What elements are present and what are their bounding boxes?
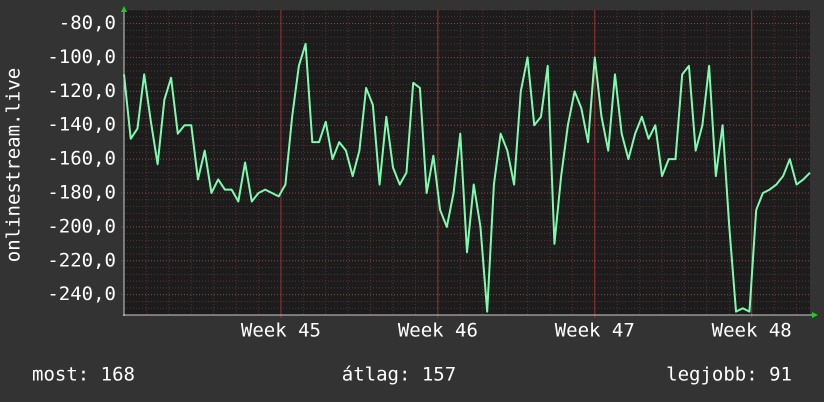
y-tick-label: -100,0 — [47, 46, 116, 68]
y-axis-arrow — [121, 6, 127, 12]
x-tick-label: Week 47 — [555, 320, 635, 342]
footer-average: átlag: 157 — [342, 364, 456, 386]
x-axis-arrow — [812, 312, 818, 318]
x-tick-label: Week 48 — [712, 320, 792, 342]
footer-best: legjobb: 91 — [666, 364, 792, 386]
y-tick-label: -180,0 — [47, 182, 116, 204]
footer-current: most: 168 — [32, 364, 135, 386]
plot-area — [124, 10, 810, 315]
y-tick-label: -80,0 — [59, 12, 116, 34]
y-tick-label: -140,0 — [47, 114, 116, 136]
plot — [123, 42, 811, 313]
y-tick-label: -240,0 — [47, 283, 116, 305]
y-tick-label: -200,0 — [47, 215, 116, 237]
data-line — [123, 42, 811, 313]
y-axis-label: onlinestream.live — [3, 68, 25, 262]
y-tick-label: -120,0 — [47, 80, 116, 102]
y-tick-label: -220,0 — [47, 249, 116, 271]
x-tick-label: Week 45 — [241, 320, 321, 342]
x-tick-label: Week 46 — [398, 320, 478, 342]
y-tick-label: -160,0 — [47, 148, 116, 170]
